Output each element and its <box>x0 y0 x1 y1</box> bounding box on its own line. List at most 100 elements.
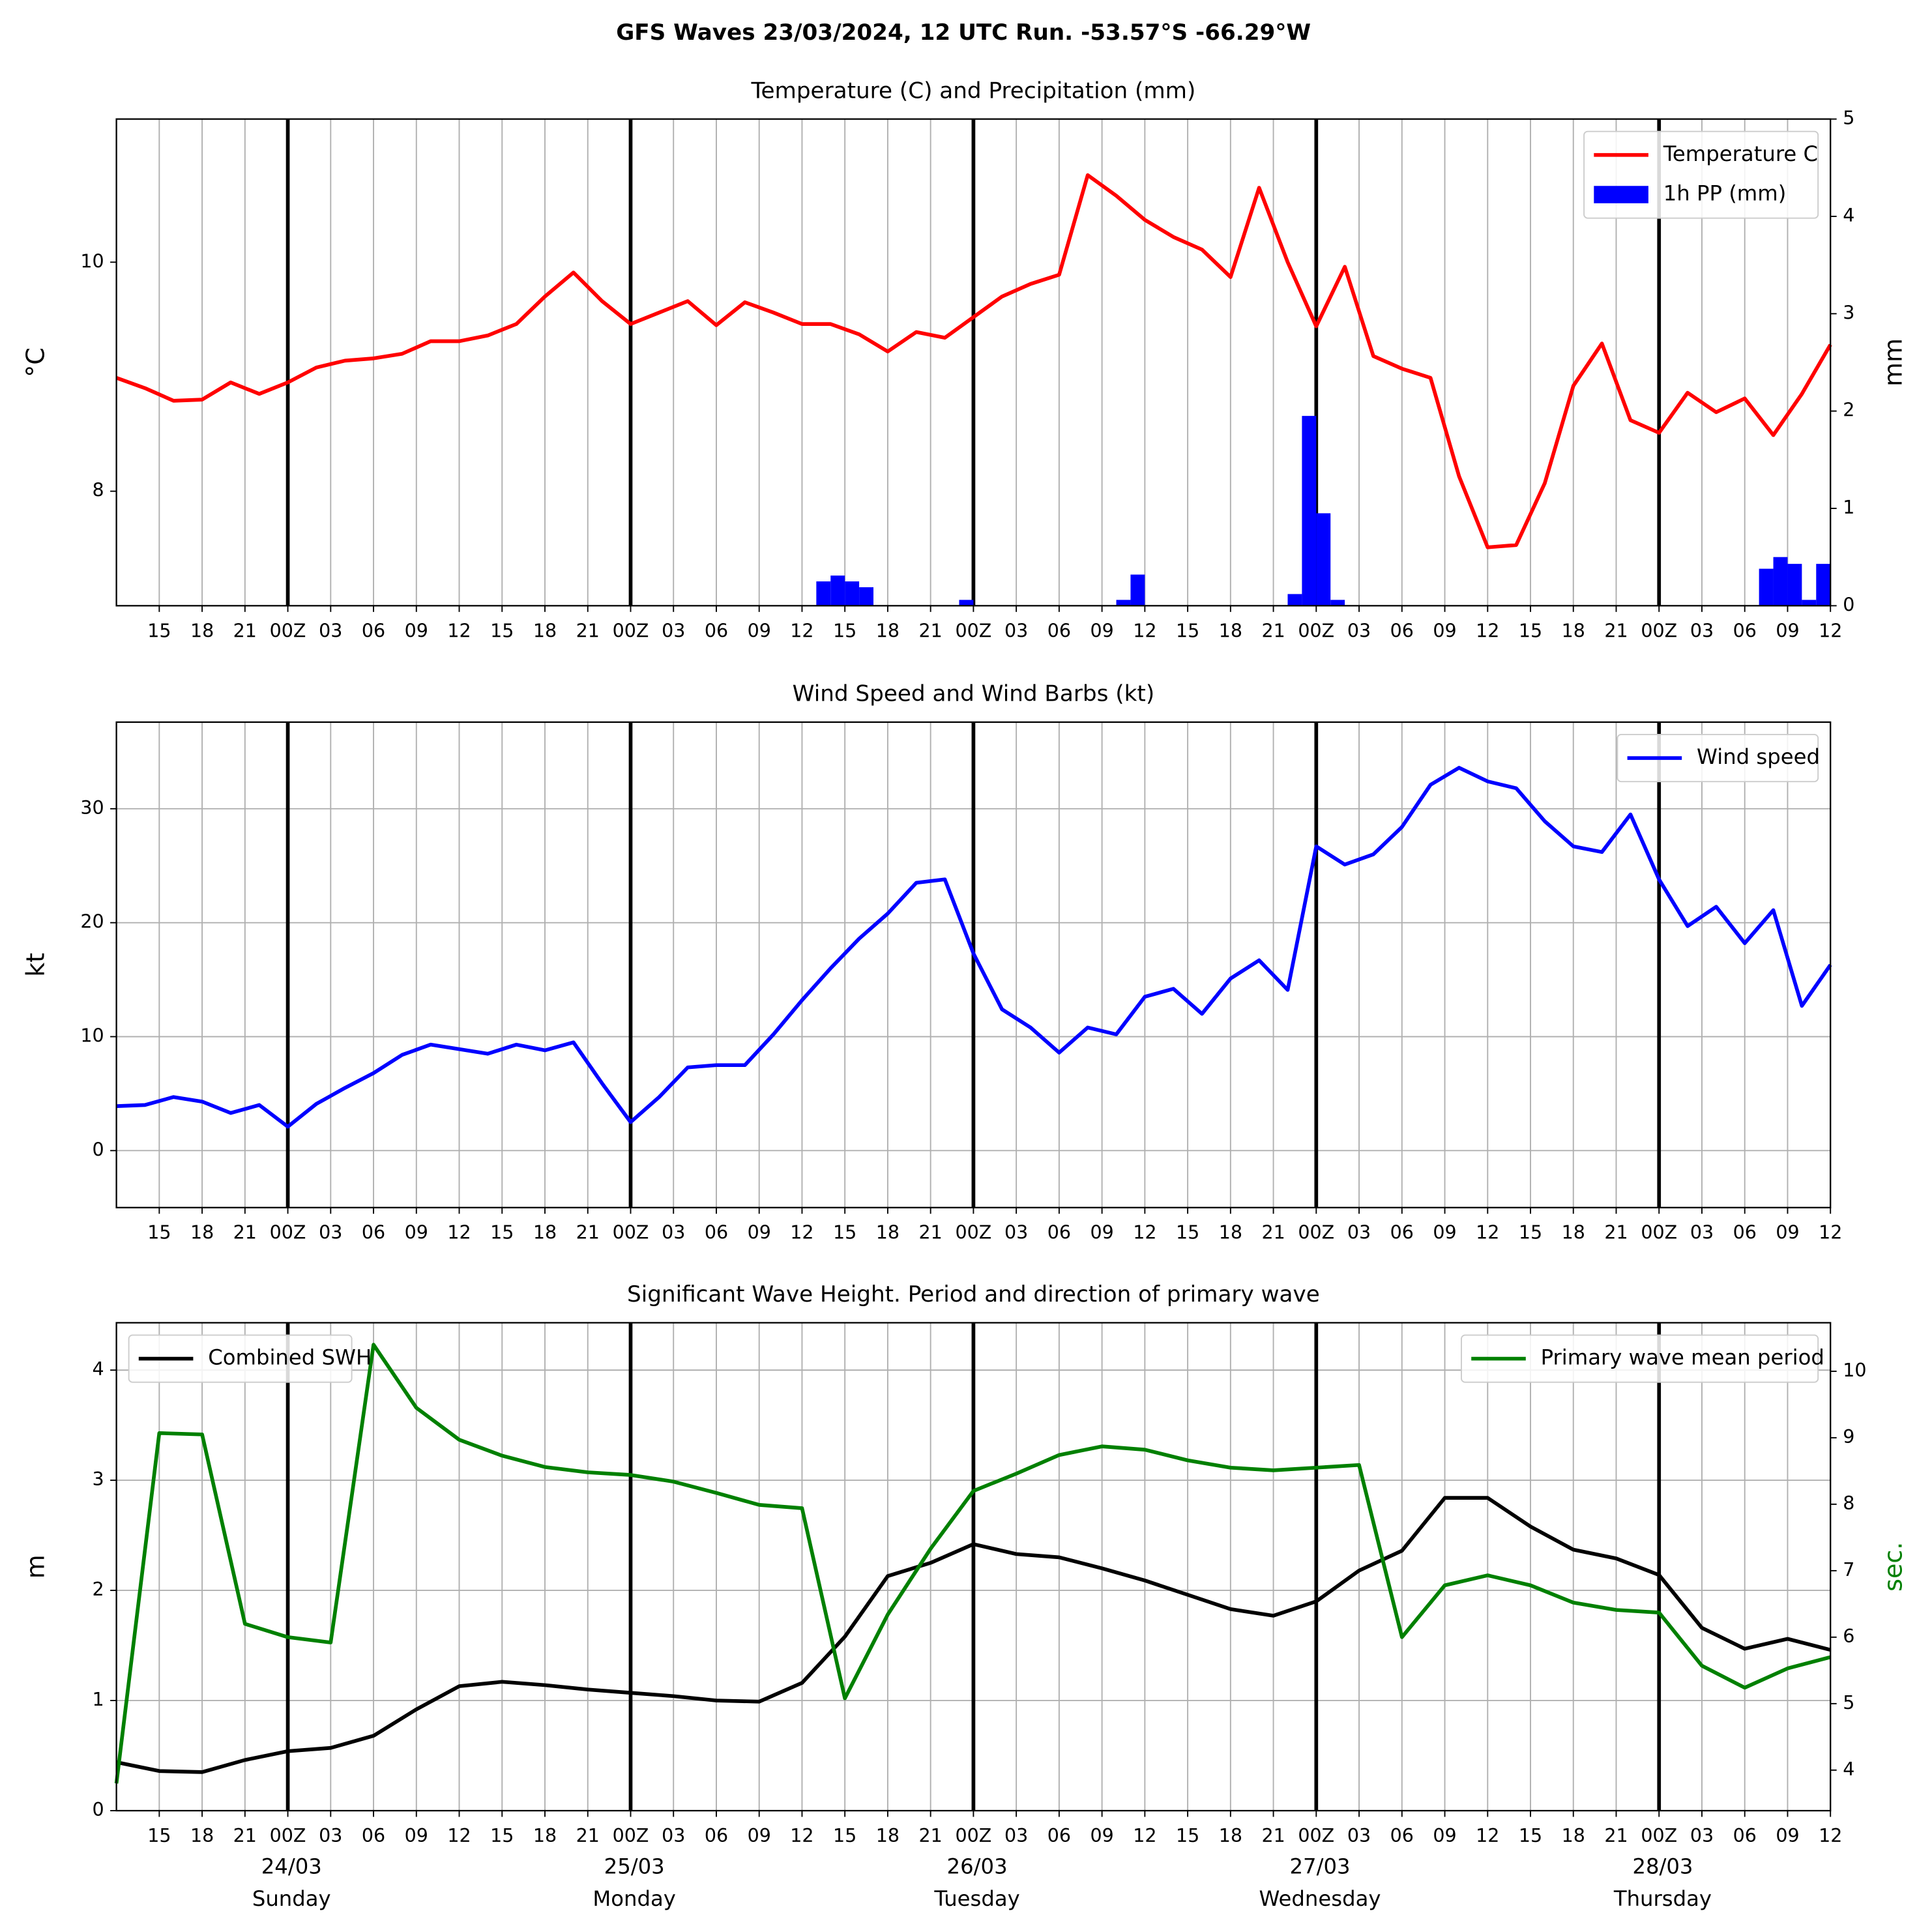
x-tick-label: 21 <box>576 1825 600 1846</box>
legend-box <box>128 1334 353 1383</box>
y-tick-label: 0 <box>92 1139 104 1160</box>
bar <box>830 576 845 606</box>
y2-tick-label: 8 <box>1843 1493 1854 1514</box>
y2-tick-label: 1 <box>1843 497 1854 518</box>
series-line <box>116 1496 1831 1774</box>
bar <box>1787 564 1802 606</box>
x-tick-label: 18 <box>876 1222 900 1244</box>
y2-tick-label: 2 <box>1843 400 1854 421</box>
x-tick-label: 03 <box>1690 620 1714 641</box>
panel-title: Significant Wave Height. Period and dire… <box>627 1281 1320 1307</box>
x-tick-label: 15 <box>1519 620 1542 641</box>
x-tick-label: 18 <box>876 620 900 641</box>
x-tick-label: 00Z <box>1298 620 1334 641</box>
y2-tick-label: 4 <box>1843 205 1854 226</box>
x-tick-label: 21 <box>576 620 600 641</box>
x-tick-label: 12 <box>1133 1222 1156 1244</box>
x-tick-label: 18 <box>876 1825 900 1846</box>
legend-label: Wind speed <box>1697 744 1820 769</box>
x-tick-label: 06 <box>1047 1222 1071 1244</box>
x-tick-label: 00Z <box>613 620 649 641</box>
day-label: 27/03 <box>1289 1854 1350 1878</box>
x-tick-label: 15 <box>1519 1825 1542 1846</box>
day-label: 28/03 <box>1632 1854 1693 1878</box>
x-tick-label: 03 <box>319 620 342 641</box>
y2-tick-label: 3 <box>1843 302 1854 323</box>
y-tick-label: 4 <box>92 1358 104 1380</box>
y2-tick-label: 5 <box>1843 108 1854 129</box>
y-tick-label: 8 <box>92 480 104 501</box>
x-tick-label: 00Z <box>270 620 306 641</box>
x-tick-label: 09 <box>1090 1222 1113 1244</box>
x-tick-label: 03 <box>662 1825 685 1846</box>
bar <box>1802 600 1817 606</box>
x-tick-label: 12 <box>790 1825 813 1846</box>
x-tick-label: 09 <box>1776 1825 1799 1846</box>
x-tick-label: 12 <box>1476 1222 1499 1244</box>
x-tick-label: 00Z <box>1641 1825 1677 1846</box>
series-line <box>114 1343 1831 1784</box>
plot-frame <box>115 721 1832 1208</box>
y-tick-label: 20 <box>80 911 104 933</box>
x-tick-label: 12 <box>447 620 471 641</box>
day-label: 24/03 <box>261 1854 322 1878</box>
bar <box>1773 557 1788 606</box>
x-tick-label: 21 <box>919 1825 943 1846</box>
y2-tick-label: 5 <box>1843 1692 1854 1714</box>
x-tick-label: 03 <box>1004 1825 1028 1846</box>
y-tick-label: 3 <box>92 1468 104 1490</box>
y2-tick-label: 0 <box>1843 594 1854 615</box>
plot-frame <box>115 118 1832 607</box>
y-axis-label: m <box>22 1554 50 1579</box>
y2-axis-label: sec. <box>1879 1542 1908 1592</box>
legend-box <box>1617 734 1819 783</box>
x-tick-label: 18 <box>190 1825 214 1846</box>
figure-title: GFS Waves 23/03/2024, 12 UTC Run. -53.57… <box>616 20 1311 46</box>
x-tick-label: 18 <box>1562 620 1585 641</box>
bar <box>859 587 874 606</box>
x-tick-label: 00Z <box>1298 1222 1334 1244</box>
x-tick-label: 12 <box>1476 620 1499 641</box>
y2-tick-label: 7 <box>1843 1559 1854 1581</box>
x-tick-label: 03 <box>319 1825 342 1846</box>
x-tick-label: 18 <box>1219 1825 1242 1846</box>
x-tick-label: 06 <box>1047 1825 1071 1846</box>
legend-label: Temperature C <box>1663 141 1818 166</box>
x-tick-label: 15 <box>147 1222 171 1244</box>
x-tick-label: 00Z <box>1298 1825 1334 1846</box>
x-tick-label: 21 <box>919 620 943 641</box>
x-tick-label: 21 <box>233 1222 257 1244</box>
x-tick-label: 06 <box>1390 620 1414 641</box>
bar <box>1330 600 1345 606</box>
bar <box>1116 600 1131 606</box>
x-tick-label: 03 <box>1347 620 1371 641</box>
x-tick-label: 12 <box>790 620 813 641</box>
x-tick-label: 00Z <box>1641 1222 1677 1244</box>
y-tick-label: 0 <box>92 1799 104 1820</box>
x-tick-label: 18 <box>533 620 557 641</box>
x-tick-label: 06 <box>1733 1222 1757 1244</box>
x-tick-label: 00Z <box>956 1222 992 1244</box>
x-tick-label: 09 <box>405 620 428 641</box>
x-tick-label: 09 <box>1433 1222 1456 1244</box>
x-tick-label: 18 <box>533 1222 557 1244</box>
y-tick-label: 30 <box>80 797 104 819</box>
x-tick-label: 21 <box>233 620 257 641</box>
bar <box>816 581 831 606</box>
y2-tick-label: 4 <box>1843 1758 1854 1780</box>
x-tick-label: 03 <box>1690 1825 1714 1846</box>
x-tick-label: 06 <box>362 620 385 641</box>
legend-label: 1h PP (mm) <box>1663 181 1787 206</box>
x-tick-label: 21 <box>1604 620 1628 641</box>
x-tick-label: 12 <box>1819 620 1842 641</box>
x-tick-label: 00Z <box>1641 620 1677 641</box>
x-tick-label: 15 <box>1176 1825 1199 1846</box>
day-label: 26/03 <box>947 1854 1008 1878</box>
bar <box>1816 564 1831 606</box>
x-tick-label: 06 <box>705 1825 728 1846</box>
x-tick-label: 03 <box>319 1222 342 1244</box>
x-tick-label: 09 <box>1776 620 1799 641</box>
x-tick-label: 09 <box>748 620 771 641</box>
x-tick-label: 03 <box>1347 1222 1371 1244</box>
x-tick-label: 21 <box>1604 1825 1628 1846</box>
